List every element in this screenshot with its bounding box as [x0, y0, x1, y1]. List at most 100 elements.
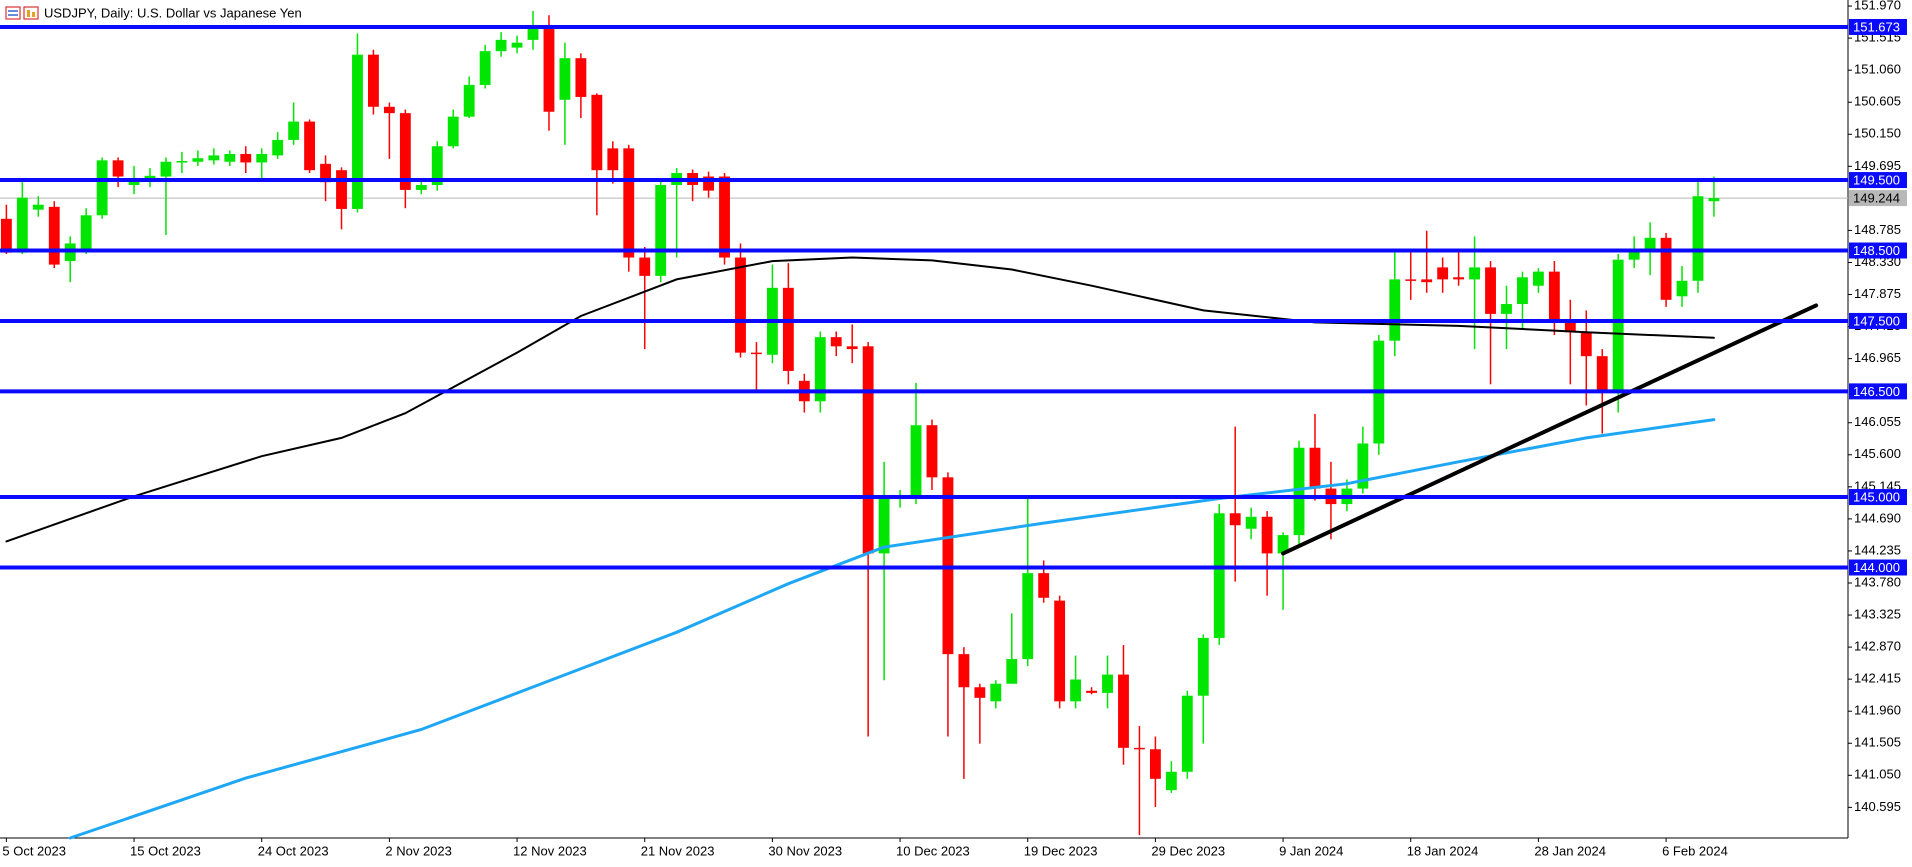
y-tick-label: 142.870: [1854, 639, 1901, 654]
x-tick-label: 12 Nov 2023: [513, 843, 587, 858]
candle-body: [1692, 196, 1704, 281]
candle-body: [1421, 279, 1433, 283]
candle-body: [1277, 535, 1289, 554]
candle-body: [383, 106, 395, 114]
candle-body: [80, 215, 92, 250]
candle-body: [1437, 267, 1449, 280]
candle-body: [1086, 690, 1097, 693]
y-tick-label: 143.780: [1854, 574, 1901, 589]
candle-body: [368, 54, 379, 107]
candle-body: [1245, 516, 1257, 529]
level-label: 149.500: [1853, 172, 1900, 187]
candle-body: [575, 58, 587, 97]
icon: [32, 12, 35, 17]
y-tick-label: 145.600: [1854, 446, 1901, 461]
candle-body: [511, 42, 523, 48]
candle-body: [16, 197, 28, 253]
x-tick-label: 24 Oct 2023: [258, 843, 329, 858]
candle-body: [559, 58, 571, 100]
level-label-box: [1849, 559, 1907, 576]
x-tick-label: 15 Oct 2023: [130, 843, 201, 858]
candle-body: [1580, 332, 1592, 357]
candle-body: [782, 287, 794, 371]
candle-body: [1181, 695, 1193, 772]
y-tick-label: 142.415: [1854, 671, 1901, 686]
candle-body: [1102, 674, 1113, 693]
y-tick-label: 141.505: [1854, 735, 1901, 750]
chart-title: USDJPY, Daily: U.S. Dollar vs Japanese Y…: [44, 5, 302, 20]
y-tick-label: 141.050: [1854, 767, 1901, 782]
candle-body: [431, 146, 443, 185]
candle-body: [1022, 573, 1034, 660]
candle-body: [958, 654, 970, 688]
candle-body: [0, 218, 12, 253]
candle-body: [1006, 659, 1018, 684]
candle-body: [814, 337, 826, 402]
y-tick-label: 144.235: [1854, 542, 1901, 557]
y-tick-label: 148.785: [1854, 222, 1901, 237]
candle-body: [623, 148, 635, 258]
candle-body: [479, 51, 491, 85]
candle-body: [1596, 356, 1608, 393]
level-label: 146.500: [1853, 384, 1900, 399]
level-label: 145.000: [1853, 489, 1900, 504]
candle-body: [527, 26, 539, 40]
candle-body: [1118, 674, 1129, 748]
x-tick-label: 29 Dec 2023: [1151, 843, 1225, 858]
candle-body: [352, 54, 363, 209]
candle-body: [1405, 279, 1417, 281]
y-tick-label: 151.060: [1854, 62, 1901, 77]
level-label-box: [1849, 383, 1907, 400]
level-label: 144.000: [1853, 560, 1900, 575]
candle-body: [926, 425, 938, 478]
last-price-label: 149.244: [1853, 191, 1900, 206]
level-label: 148.500: [1853, 243, 1900, 258]
candle-body: [288, 121, 300, 140]
indicator-line: [68, 418, 1716, 840]
candle-body: [543, 26, 555, 112]
candle-body: [1070, 679, 1082, 702]
candle-body: [1149, 749, 1161, 779]
candle-body: [862, 346, 874, 554]
level-label-box: [1849, 489, 1907, 506]
x-tick-label: 21 Nov 2023: [641, 843, 715, 858]
indicator-line: [1281, 303, 1819, 556]
candle-body: [607, 148, 619, 171]
candle-body: [447, 116, 459, 147]
candle-body: [1453, 277, 1465, 280]
candle-body: [272, 139, 284, 156]
candle-body: [830, 337, 842, 347]
candle-body: [208, 155, 220, 161]
candle-body: [336, 170, 347, 209]
y-tick-label: 146.965: [1854, 350, 1901, 365]
indicator-line: [5, 256, 1715, 543]
candle-body: [1054, 600, 1066, 702]
level-label: 151.673: [1853, 19, 1900, 34]
y-tick-label: 143.325: [1854, 606, 1901, 621]
candle-body: [399, 113, 411, 190]
candle-body: [1213, 513, 1225, 638]
candle-body: [240, 153, 252, 163]
candle-body: [719, 176, 730, 258]
y-tick-label: 141.960: [1854, 703, 1901, 718]
candle-body: [96, 160, 108, 216]
level-label-box: [1849, 172, 1907, 189]
candle-body: [1644, 237, 1656, 251]
candle-body: [495, 39, 507, 52]
candle-body: [1660, 237, 1672, 300]
candle-body: [1197, 637, 1209, 696]
candle-body: [112, 160, 124, 177]
y-tick-label: 140.595: [1854, 799, 1901, 814]
candle-body: [176, 161, 188, 163]
candle-body: [144, 175, 156, 181]
candle-body: [974, 687, 986, 698]
x-tick-label: 6 Feb 2024: [1662, 843, 1728, 858]
candle-body: [1517, 277, 1528, 305]
candle-body: [415, 184, 427, 190]
x-tick-label: 28 Jan 2024: [1534, 843, 1606, 858]
candle-body: [1532, 271, 1544, 286]
level-label-box: [1849, 18, 1907, 35]
candle-body: [1628, 250, 1640, 260]
level-label: 147.500: [1853, 313, 1900, 328]
candle-body: [639, 257, 651, 276]
